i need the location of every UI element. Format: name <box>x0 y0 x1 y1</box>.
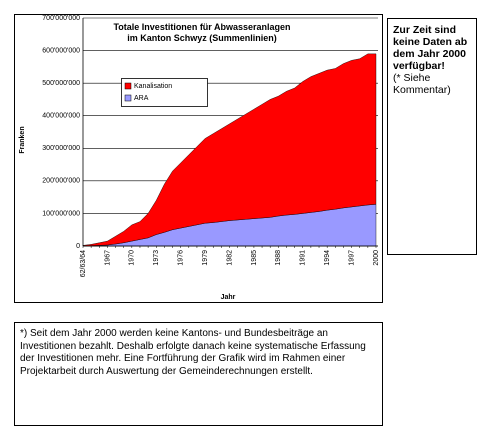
legend-frame <box>121 78 208 107</box>
chart-title: Totale Investitionen für Abwasseranlagen… <box>113 22 291 43</box>
x-tick-label: 1988 <box>275 250 282 266</box>
side-note: Zur Zeit sind keine Daten ab dem Jahr 20… <box>387 18 477 255</box>
area <box>82 53 377 247</box>
x-tick-label: 1967 <box>104 250 111 266</box>
y-tick-label: 0 <box>76 243 80 250</box>
legend-label: ARA <box>134 95 149 102</box>
footnote: *) Seit dem Jahr 2000 werden keine Kanto… <box>14 322 383 426</box>
y-axis-label: Franken <box>19 126 26 153</box>
legend-swatch <box>124 82 132 90</box>
y-tick-label: 500'000'000 <box>42 80 80 87</box>
x-tick-label: 1985 <box>251 250 258 266</box>
legend-swatch <box>124 94 132 102</box>
x-tick-label: 1976 <box>178 250 185 266</box>
chart-frame <box>14 14 383 303</box>
x-tick-label: 62/63/64 <box>80 250 87 277</box>
x-tick-label: 1994 <box>324 250 331 266</box>
x-tick-label: 1973 <box>153 250 160 266</box>
y-tick-label: 400'000'000 <box>42 113 80 120</box>
legend: Kanalisation ARA <box>121 78 208 107</box>
x-tick-label: 1970 <box>129 250 136 266</box>
y-tick-label: 600'000'000 <box>42 47 80 54</box>
y-tick-label: 700'000'000 <box>42 15 80 22</box>
x-axis-label: Jahr <box>221 294 236 301</box>
y-tick-label: 200'000'000 <box>42 178 80 185</box>
legend-label: Kanalisation <box>134 83 172 90</box>
x-tick-label: 1997 <box>348 250 355 266</box>
side-note-bold: Zur Zeit sind keine Daten ab dem Jahr 20… <box>393 24 468 72</box>
y-tick-label: 100'000'000 <box>42 210 80 217</box>
side-note-normal: (* Siehe Kommentar) <box>393 72 451 96</box>
x-tick-label: 2000 <box>373 250 380 266</box>
x-tick-label: 1979 <box>202 250 209 266</box>
x-tick-label: 1982 <box>226 250 233 266</box>
y-tick-label: 300'000'000 <box>42 145 80 152</box>
x-tick-label: 1991 <box>300 250 307 266</box>
